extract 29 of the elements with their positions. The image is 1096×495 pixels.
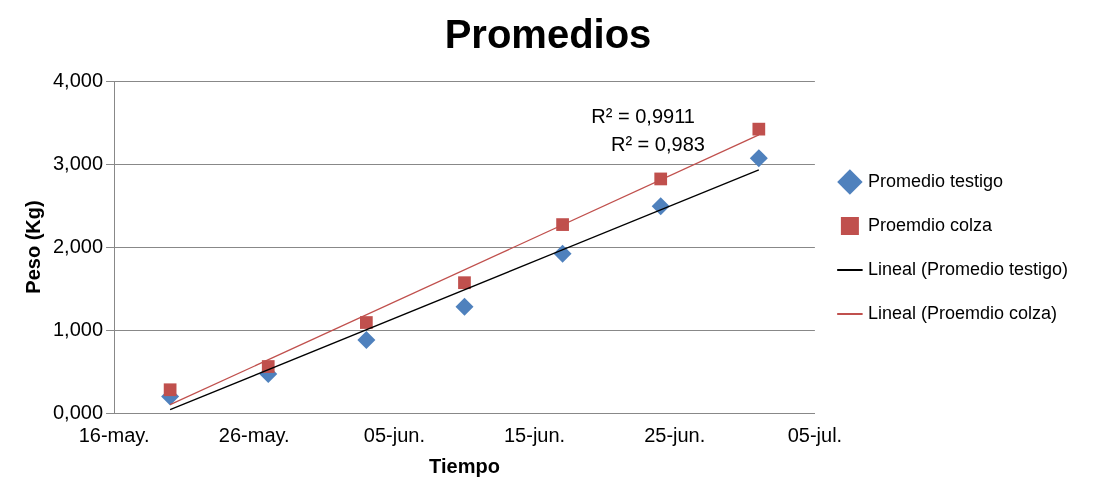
- point: [359, 316, 373, 329]
- y-axis-title: Peso (Kg): [21, 200, 44, 294]
- x-tick-label: 05-jul.: [787, 423, 843, 446]
- x-tick-label: 16-may.: [78, 423, 150, 446]
- y-tick-label: 0,000: [52, 400, 104, 423]
- point: [163, 383, 177, 397]
- y-tick-label: 4,000: [52, 68, 104, 91]
- point: [553, 244, 572, 263]
- chart-title: Promedios: [444, 12, 652, 57]
- y-tick-label: 3,000: [52, 151, 104, 174]
- point: [458, 276, 471, 290]
- annotation: R² = 0,9911: [591, 104, 695, 127]
- point: [556, 218, 569, 231]
- x-tick-label: 15-jun.: [503, 423, 566, 446]
- x-tick-label: 05-jun.: [363, 423, 425, 446]
- y-tick-label: 2,000: [52, 234, 104, 257]
- point: [752, 122, 766, 136]
- point: [455, 297, 474, 316]
- legend-label: Promedio testigo: [867, 170, 1003, 191]
- x-axis-title: Tiempo: [429, 454, 500, 477]
- legend-label: Lineal (Proemdio colza): [867, 302, 1057, 323]
- x-tick-label: 25-jun.: [644, 423, 706, 446]
- legend-label: Lineal (Promedio testigo): [867, 258, 1069, 279]
- annotation: R² = 0,983: [610, 132, 705, 155]
- legend-label: Proemdio colza: [867, 214, 993, 235]
- x-tick-label: 26-may.: [218, 423, 290, 446]
- point: [357, 330, 376, 349]
- point: [749, 149, 768, 168]
- y-tick-label: 1,000: [52, 317, 104, 340]
